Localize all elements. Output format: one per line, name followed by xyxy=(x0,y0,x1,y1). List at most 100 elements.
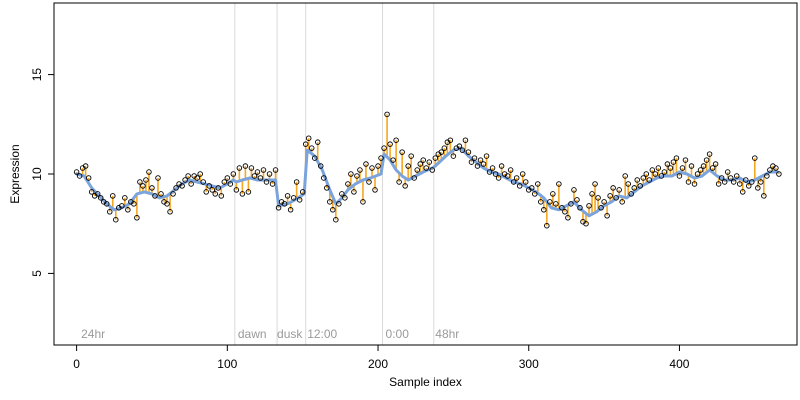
data-point xyxy=(269,181,276,187)
data-point xyxy=(372,187,378,193)
data-point xyxy=(510,179,517,185)
data-point xyxy=(544,222,550,229)
x-tick-label: 400 xyxy=(669,357,689,371)
data-point xyxy=(724,169,731,175)
data-point xyxy=(706,151,713,157)
data-point xyxy=(739,189,746,195)
data-point xyxy=(688,163,695,169)
data-point xyxy=(535,181,541,187)
data-point xyxy=(604,213,610,219)
data-point xyxy=(88,189,95,195)
data-point xyxy=(429,167,436,173)
data-point xyxy=(670,159,677,165)
data-point xyxy=(119,203,125,209)
data-point xyxy=(170,191,176,197)
data-point xyxy=(215,185,222,191)
data-point xyxy=(592,181,598,187)
data-point xyxy=(634,177,640,183)
data-point xyxy=(583,220,589,227)
data-point xyxy=(140,183,146,189)
annotation-label: dusk xyxy=(277,327,303,341)
data-point xyxy=(396,179,402,185)
data-points xyxy=(73,111,782,229)
data-point xyxy=(676,173,683,179)
data-point xyxy=(287,207,294,213)
data-point xyxy=(351,189,357,195)
data-point xyxy=(492,171,499,177)
data-point xyxy=(296,197,303,203)
data-point xyxy=(691,181,698,187)
data-point xyxy=(755,185,761,191)
data-point xyxy=(290,195,297,201)
data-point xyxy=(586,203,592,209)
data-point xyxy=(761,193,767,199)
data-point xyxy=(230,171,237,177)
data-point xyxy=(342,195,348,201)
data-point xyxy=(703,157,710,163)
data-point xyxy=(314,139,321,145)
data-point xyxy=(76,173,83,179)
data-point xyxy=(227,181,234,187)
data-point xyxy=(465,149,472,155)
data-point xyxy=(242,163,249,169)
data-point xyxy=(752,155,758,161)
data-point xyxy=(146,169,152,175)
data-point xyxy=(522,179,529,185)
data-point xyxy=(477,157,484,163)
y-axis: 5 10 15 xyxy=(30,68,55,277)
data-point xyxy=(417,161,423,167)
data-point xyxy=(281,201,288,207)
data-point xyxy=(613,195,619,201)
data-point xyxy=(697,167,704,173)
data-point xyxy=(251,173,258,179)
data-point xyxy=(661,169,668,175)
data-point xyxy=(167,209,173,215)
data-point xyxy=(324,185,330,191)
data-point xyxy=(643,171,650,177)
data-point xyxy=(239,191,246,197)
data-point xyxy=(375,163,381,169)
data-point xyxy=(182,177,188,183)
data-point xyxy=(538,199,544,205)
data-point xyxy=(345,181,351,187)
data-point xyxy=(336,201,342,207)
data-point xyxy=(197,171,203,177)
fitted-line-group xyxy=(75,146,779,218)
data-point xyxy=(568,201,574,207)
data-point xyxy=(363,161,369,167)
data-point xyxy=(107,209,113,215)
data-point xyxy=(625,181,631,187)
data-point xyxy=(495,175,502,181)
data-point xyxy=(679,165,686,171)
data-point xyxy=(432,155,439,161)
data-point xyxy=(513,175,520,181)
y-tick-label: 10 xyxy=(30,167,44,181)
data-point xyxy=(646,177,653,183)
data-point xyxy=(293,179,300,185)
data-point xyxy=(164,201,170,207)
data-point xyxy=(607,193,613,199)
data-point xyxy=(411,175,417,181)
y-axis-title: Expression xyxy=(8,144,22,203)
data-point xyxy=(381,145,387,151)
data-point xyxy=(727,175,734,181)
data-point xyxy=(354,173,360,179)
data-point xyxy=(399,149,405,155)
annotation-label: 12:00 xyxy=(307,327,337,341)
data-point xyxy=(384,111,390,118)
data-point xyxy=(218,193,225,199)
x-tick-label: 100 xyxy=(217,357,237,371)
annotation-label: 48hr xyxy=(435,327,459,341)
data-point xyxy=(327,199,333,205)
data-point xyxy=(736,181,743,187)
data-point xyxy=(321,175,327,181)
data-point xyxy=(179,183,185,189)
data-point xyxy=(284,193,291,199)
data-point xyxy=(715,181,722,187)
data-point xyxy=(420,157,426,163)
data-point xyxy=(131,201,137,207)
data-point xyxy=(357,167,363,173)
data-point xyxy=(504,173,511,179)
